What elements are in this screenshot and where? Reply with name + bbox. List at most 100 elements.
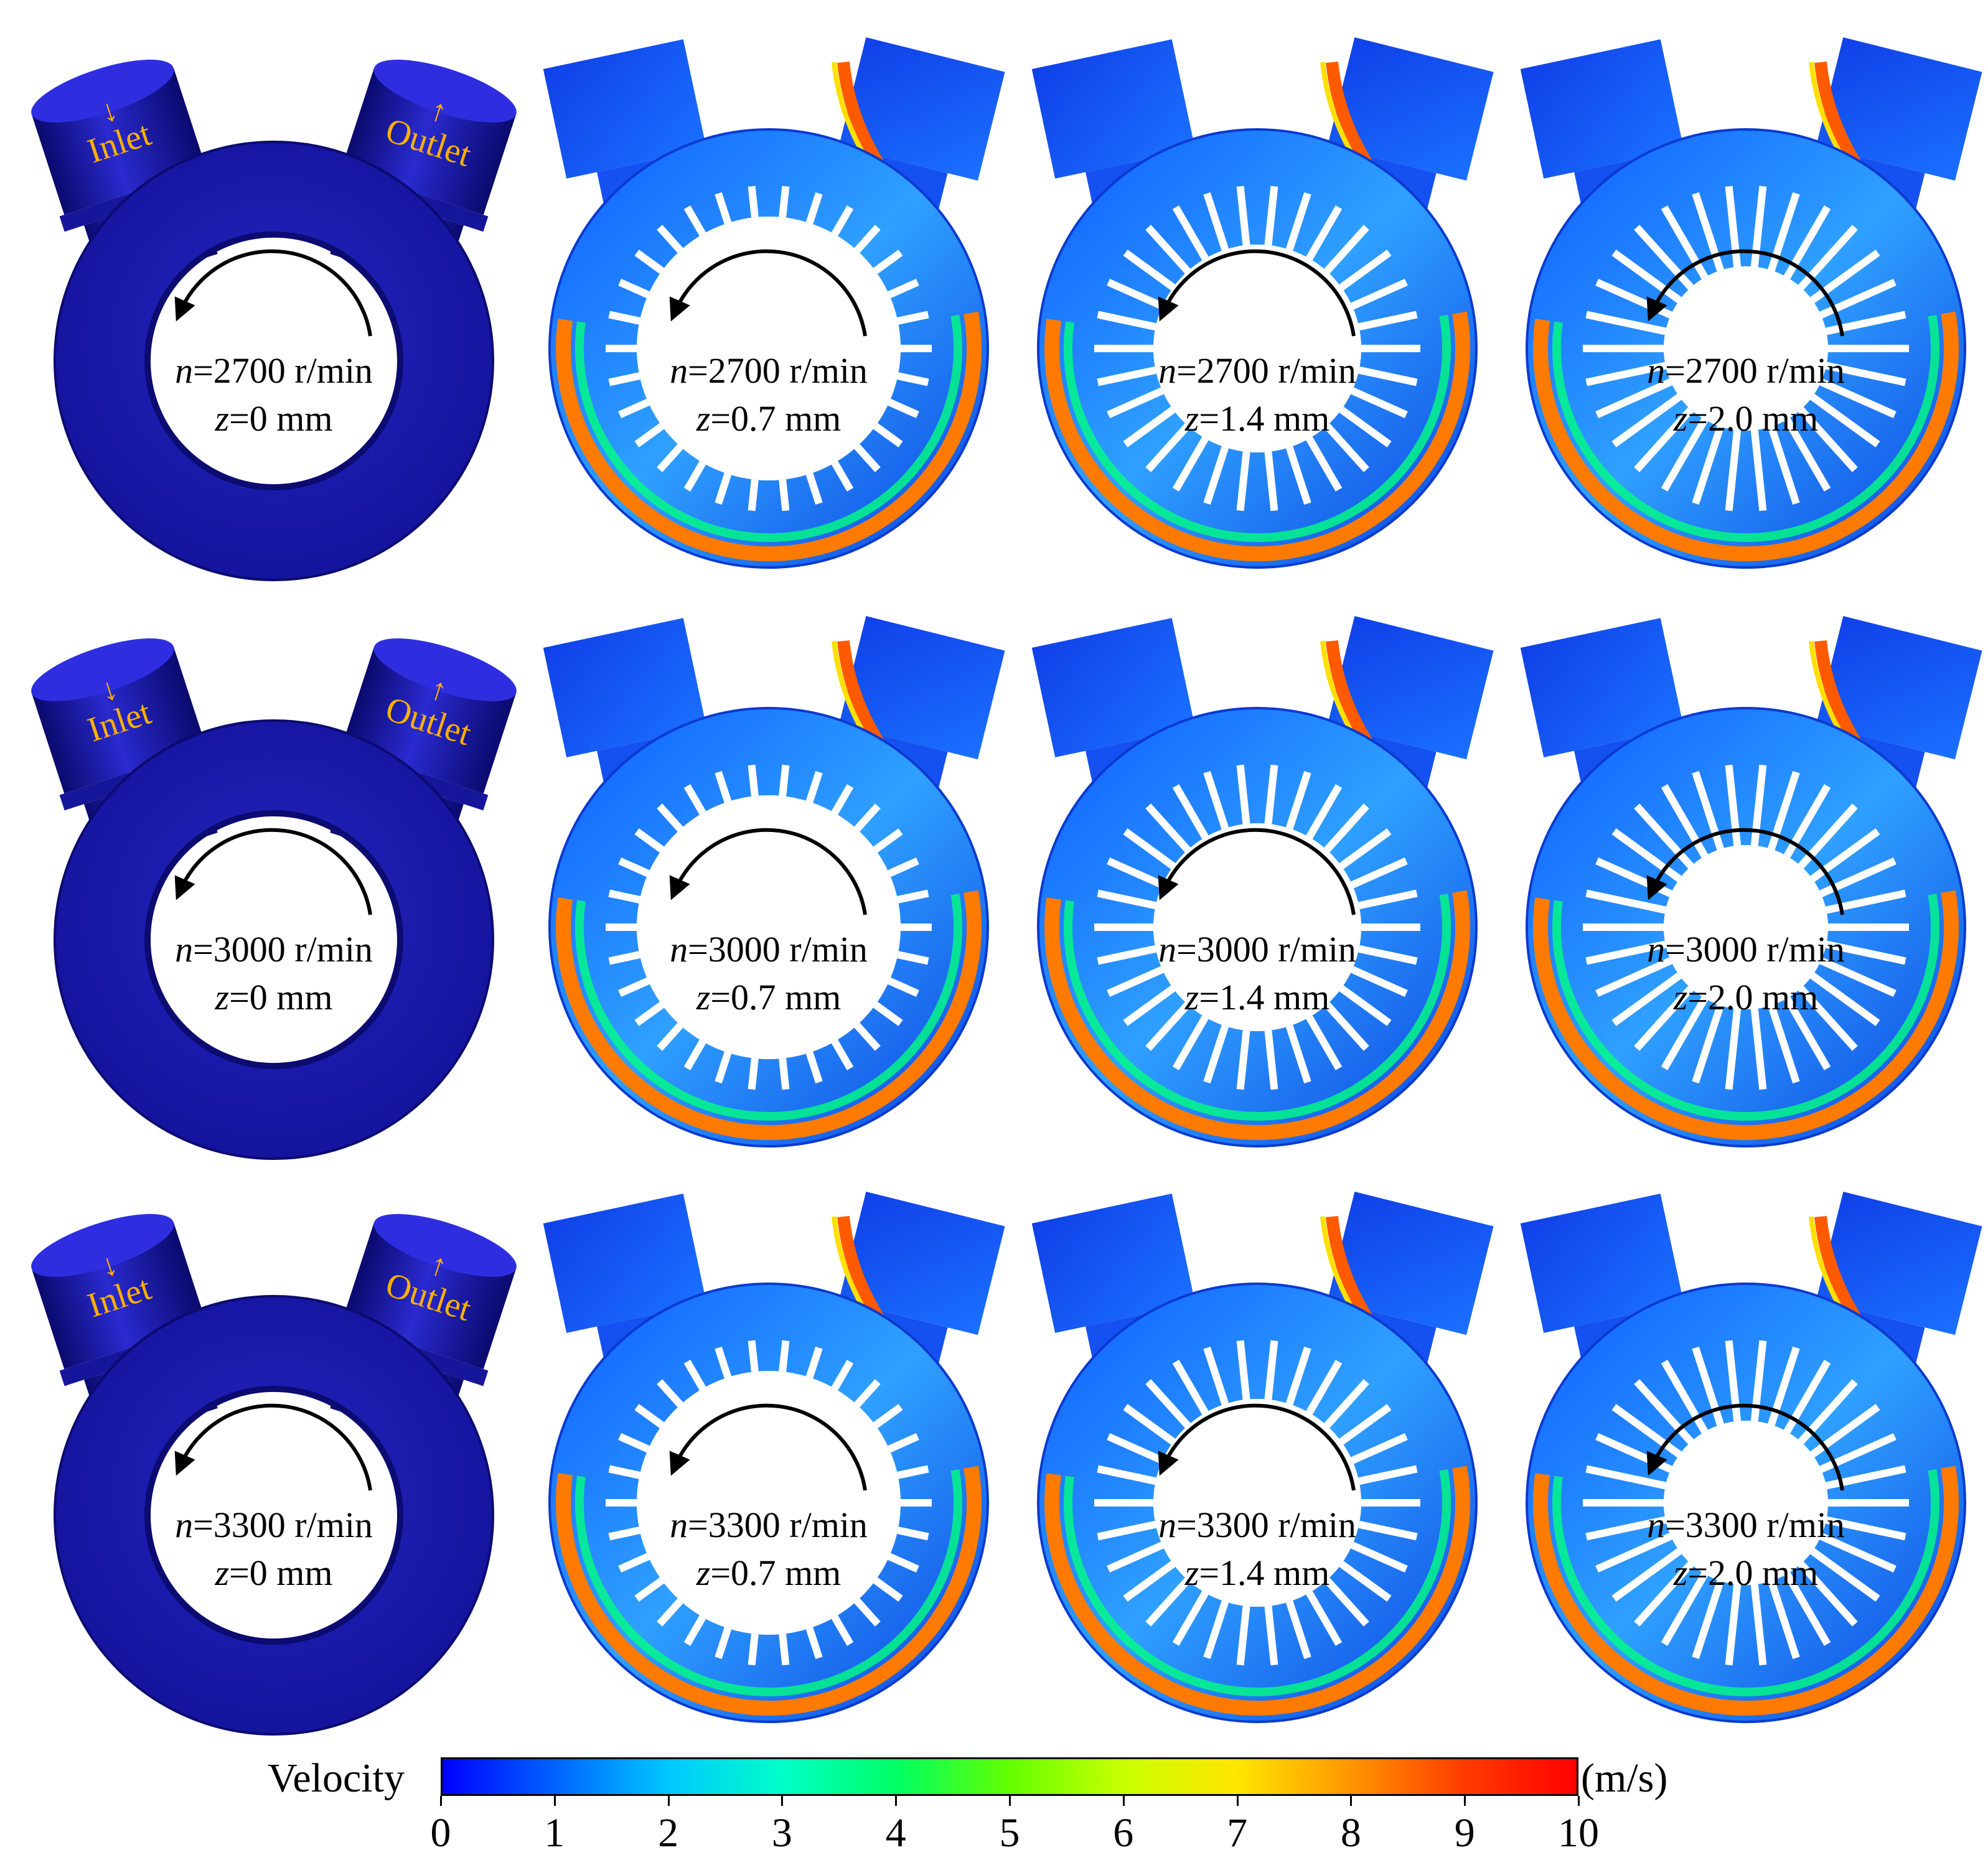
impeller-blade — [683, 1615, 706, 1646]
colorbar-tick-mark — [781, 1796, 784, 1806]
impeller-blade — [1306, 784, 1343, 839]
impeller-blade — [1145, 423, 1191, 472]
impeller-blade — [1634, 1561, 1694, 1627]
gap-symbol: z — [696, 1553, 711, 1593]
impeller-blade — [1750, 1008, 1767, 1090]
speed-value: =3000 r/min — [193, 929, 373, 970]
outlet-port-top — [373, 638, 517, 701]
gap-symbol: z — [1184, 398, 1199, 439]
impeller-blade — [1339, 406, 1392, 447]
impeller-blade — [1634, 1379, 1694, 1444]
pump-panel: n=2700 r/min z=1.4 mm — [1031, 37, 1494, 569]
mid-velocity-band — [1064, 734, 1451, 1121]
speed-label: n=2700 r/min — [1647, 350, 1845, 391]
rotation-direction-arrow — [1158, 1403, 1356, 1491]
impeller-blade — [1768, 1579, 1800, 1660]
impeller-blade — [1358, 945, 1418, 965]
impeller-blade — [1236, 451, 1250, 512]
impeller-blade — [1236, 764, 1250, 825]
side-channel-ring — [1527, 129, 1965, 568]
colorbar-tick-label: 8 — [1340, 1810, 1361, 1856]
speed-symbol: n — [1647, 929, 1665, 970]
gap-value: =2.0 mm — [1687, 1553, 1818, 1593]
impeller-blade — [1097, 1465, 1156, 1485]
impeller-blade — [748, 1340, 759, 1372]
impeller-blade — [683, 460, 706, 492]
gap-symbol: z — [214, 1553, 229, 1593]
impeller-blade — [1351, 1541, 1408, 1573]
gap-label: z=1.4 mm — [1184, 1553, 1330, 1593]
impeller-blade — [1203, 770, 1229, 830]
speed-value: =3000 r/min — [688, 929, 868, 970]
outlet-flow-region-box — [838, 37, 1005, 181]
impeller-blade — [1798, 986, 1858, 1051]
inlet-flow-region-box — [1520, 1194, 1684, 1334]
speed-symbol: n — [670, 929, 688, 970]
impeller-blade — [1123, 250, 1176, 291]
impeller-blade — [897, 951, 929, 965]
impeller-blade — [1123, 1561, 1176, 1602]
impeller-hub — [1153, 245, 1361, 452]
outlet-flow-region-box — [838, 616, 1005, 760]
side-channel-ring — [1527, 1284, 1965, 1722]
casing-outline — [1037, 707, 1478, 1147]
impeller-blade — [683, 1039, 706, 1070]
impeller-blade — [1172, 1360, 1209, 1415]
colorbar-tick-mark — [1464, 1796, 1466, 1806]
high-velocity-band — [1533, 714, 1959, 1140]
speed-symbol: n — [1158, 929, 1176, 970]
colorbar-tick-label: 0 — [430, 1810, 451, 1856]
side-channel-ring — [1038, 1284, 1476, 1722]
impeller-blade — [1097, 945, 1156, 965]
speed-label: n=2700 r/min — [175, 350, 373, 391]
impeller-blade — [1351, 857, 1408, 889]
impeller-blade — [1285, 446, 1311, 505]
impeller-blade — [634, 1577, 665, 1602]
impeller-blade — [1306, 1360, 1343, 1415]
impeller-blade — [1264, 1605, 1278, 1666]
impeller-blade — [1097, 889, 1156, 910]
impeller-blade — [683, 784, 706, 815]
colorbar-unit: (m/s) — [1581, 1755, 1668, 1801]
gap-value: =0 mm — [229, 398, 332, 439]
outlet-flow-region-box — [1327, 37, 1494, 181]
impeller-blade — [1203, 192, 1229, 251]
impeller-blade — [1285, 770, 1311, 830]
impeller-blade — [1798, 1561, 1858, 1627]
speed-value: =3300 r/min — [193, 1505, 373, 1545]
impeller-blade — [1798, 407, 1858, 472]
impeller-blade — [779, 764, 790, 797]
impeller-blade — [1351, 387, 1408, 419]
outlet-flow-region-box — [1816, 616, 1982, 760]
impeller-blade — [1351, 278, 1408, 310]
impeller-blade — [1097, 1520, 1156, 1541]
impeller-blade — [1285, 1600, 1311, 1660]
high-velocity-band — [1533, 1290, 1959, 1716]
impeller-blade — [608, 951, 640, 965]
impeller-blade — [657, 803, 683, 832]
impeller-blade — [1285, 192, 1311, 251]
impeller-blade — [748, 1633, 759, 1666]
high-velocity-band — [1044, 1290, 1470, 1716]
high-velocity-band — [1044, 136, 1470, 561]
impeller-blade — [1236, 1030, 1250, 1090]
rotation-direction-arrow — [174, 249, 372, 337]
speed-value: =2700 r/min — [193, 350, 373, 391]
impeller-blade — [897, 889, 929, 904]
high-velocity-band — [556, 1290, 982, 1716]
impeller-blade — [1661, 1572, 1709, 1646]
side-channel-ring — [1038, 129, 1476, 568]
impeller-blade — [1351, 1432, 1408, 1464]
impeller-blade — [888, 977, 919, 998]
impeller-blade — [1324, 225, 1369, 274]
colorbar-gradient — [441, 1757, 1578, 1796]
speed-symbol: n — [1158, 1505, 1176, 1545]
impeller-blade — [683, 205, 706, 236]
casing-inner-edge — [144, 810, 403, 1069]
impeller-blade — [657, 225, 683, 253]
gap-symbol: z — [1673, 398, 1688, 439]
impeller-blade — [1725, 1008, 1742, 1090]
impeller-blade — [1172, 205, 1209, 261]
gap-value: =0 mm — [229, 1553, 332, 1593]
